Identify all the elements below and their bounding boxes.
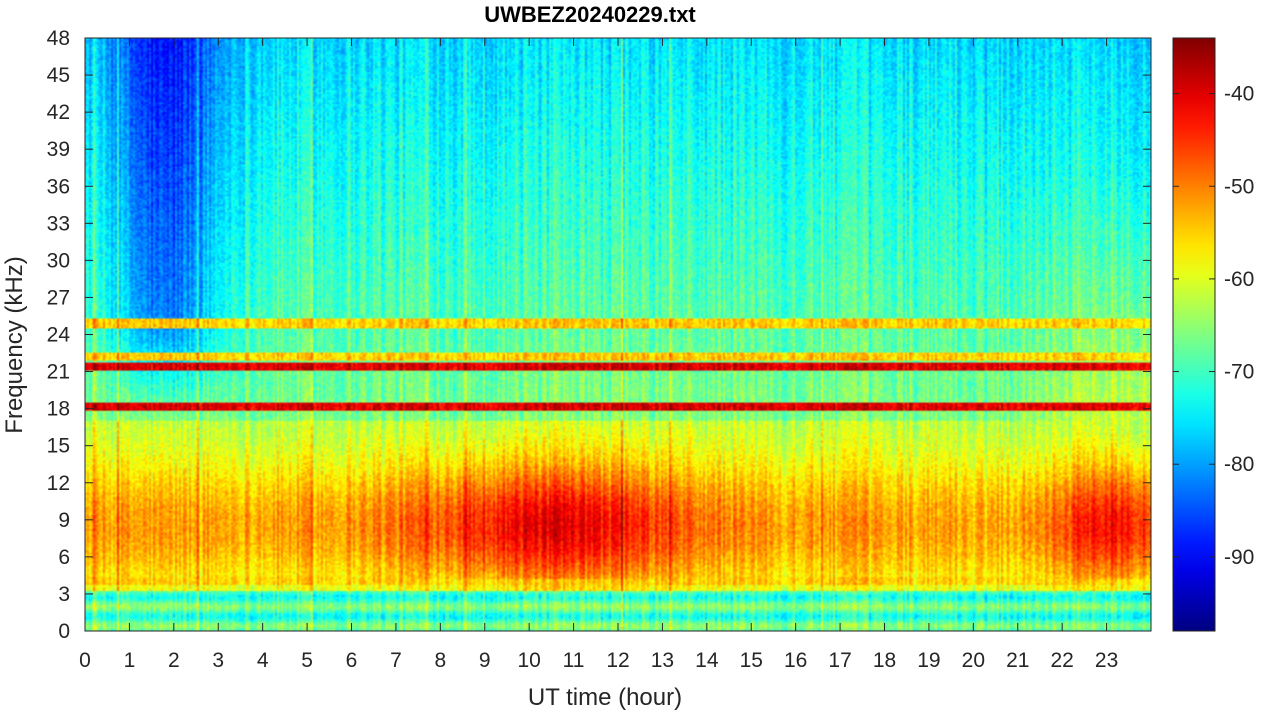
y-tick-label: 27 (47, 286, 70, 309)
y-tick-label: 6 (58, 546, 70, 569)
x-axis-label: UT time (hour) (528, 684, 682, 711)
y-tick-label: 12 (47, 472, 70, 495)
x-tick-label: 7 (390, 649, 402, 672)
colorbar-gradient (1173, 38, 1215, 631)
colorbar: -40 -50 -60 -70 -80 -90 (1172, 37, 1254, 632)
x-tick-label: 3 (212, 649, 224, 672)
x-tick-label: 11 (563, 649, 585, 672)
colorbar-tick-label: -50 (1224, 175, 1254, 198)
spectrogram-heatmap (85, 38, 1151, 631)
y-tick-label: 45 (47, 64, 70, 87)
x-tick-label: 23 (1095, 649, 1118, 672)
y-tick-label: 9 (58, 509, 70, 532)
x-tick-label: 12 (606, 649, 629, 672)
x-tick-label: 15 (740, 649, 763, 672)
x-tick-label: 8 (434, 649, 446, 672)
x-tick-label: 22 (1050, 649, 1073, 672)
x-tick-label: 5 (301, 649, 313, 672)
y-tick-label: 3 (58, 583, 70, 606)
x-tick-label: 20 (962, 649, 985, 672)
x-tick-label: 6 (346, 649, 358, 672)
y-tick-label: 39 (47, 138, 70, 161)
colorbar-frame (1172, 37, 1216, 632)
y-tick-label: 24 (47, 324, 71, 347)
y-axis-label: Frequency (kHz) (1, 256, 28, 433)
colorbar-tick-label: -60 (1224, 268, 1254, 291)
y-tick-label: 42 (47, 101, 70, 124)
y-tick-label: 18 (47, 398, 70, 421)
y-tick-label: 48 (47, 27, 70, 50)
x-tick-label: 4 (257, 649, 269, 672)
y-tick-label: 33 (47, 212, 70, 235)
y-tick-label: 15 (47, 435, 70, 458)
x-tick-label: 2 (168, 649, 180, 672)
x-tick-label: 19 (917, 649, 940, 672)
colorbar-tick-label: -80 (1224, 453, 1254, 476)
x-tick-label: 21 (1006, 649, 1029, 672)
colorbar-tick-label: -90 (1224, 546, 1254, 569)
colorbar-tick-label: -40 (1224, 83, 1254, 106)
x-tick-label: 10 (517, 649, 540, 672)
plot-area (84, 37, 1152, 632)
y-tick-label: 36 (47, 175, 70, 198)
x-tick-label: 17 (828, 649, 851, 672)
x-tick-label: 9 (479, 649, 491, 672)
x-tick-label: 13 (651, 649, 674, 672)
x-axis: 0 1 2 3 4 5 6 7 8 9 10 11 12 13 14 15 16 17 18 19 20 21 22 23 (79, 38, 1118, 672)
y-tick-label: 0 (58, 620, 70, 643)
y-tick-label: 30 (47, 249, 70, 272)
x-tick-label: 1 (124, 649, 136, 672)
chart-title: UWBEZ20240229.txt (484, 2, 696, 27)
x-tick-label: 18 (873, 649, 896, 672)
x-tick-label: 14 (695, 649, 719, 672)
x-tick-label: 0 (79, 649, 91, 672)
colorbar-ticks: -40 -50 -60 -70 -80 -90 (1173, 83, 1254, 569)
y-tick-label: 21 (47, 361, 70, 384)
colorbar-tick-label: -70 (1224, 361, 1254, 384)
x-tick-label: 16 (784, 649, 807, 672)
